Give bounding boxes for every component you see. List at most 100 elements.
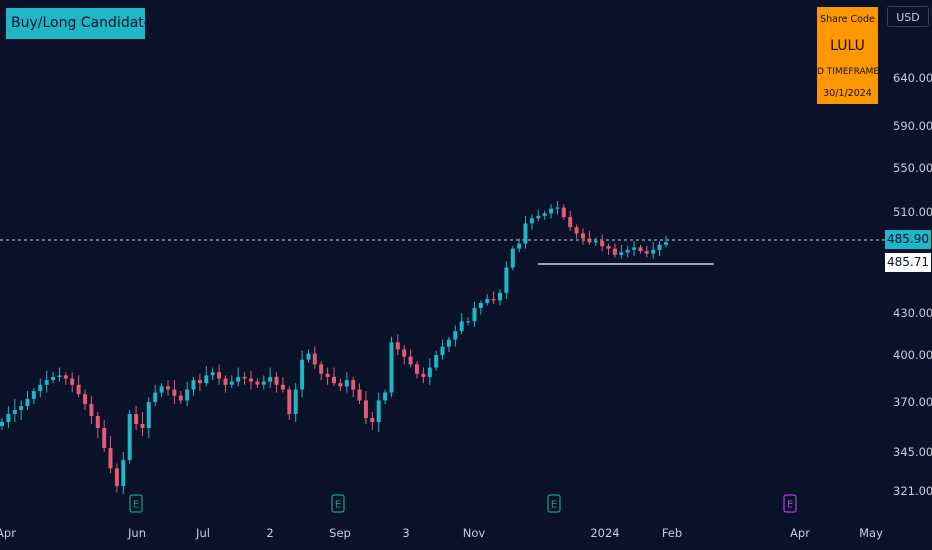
candle — [255, 378, 260, 388]
candle — [651, 242, 656, 259]
price-tick-label: 430.00 — [893, 306, 932, 320]
candle — [172, 380, 177, 404]
candle — [293, 383, 298, 422]
candle — [95, 412, 100, 438]
candle — [31, 387, 36, 404]
candle — [83, 389, 87, 410]
candle — [0, 418, 4, 430]
candle — [561, 204, 566, 220]
candle — [395, 334, 400, 355]
candle — [523, 215, 528, 249]
candle — [459, 313, 464, 334]
candle — [638, 244, 643, 254]
price-tick-label: 590.00 — [893, 119, 932, 133]
candle — [204, 366, 209, 387]
share-info-box: Share Code LULU D TIMEFRAME 30/1/2024 — [817, 7, 879, 104]
candle — [300, 350, 305, 398]
candle — [510, 246, 515, 271]
candle — [6, 406, 11, 428]
candle — [376, 392, 381, 432]
time-tick-label: Feb — [662, 526, 682, 540]
candle — [446, 336, 451, 353]
candle — [453, 325, 458, 347]
candle — [12, 398, 17, 422]
candle — [434, 350, 439, 371]
candle — [89, 395, 94, 424]
candle — [421, 367, 426, 384]
candle — [114, 463, 119, 493]
candle — [351, 376, 356, 398]
candle — [178, 391, 183, 404]
signal-label[interactable]: Buy/Long Candidate ↗ — [6, 8, 145, 39]
share-code-title: Share Code — [820, 14, 875, 25]
candle — [332, 367, 336, 387]
candle — [140, 412, 145, 436]
candle — [529, 214, 534, 230]
time-tick-label: 3 — [402, 526, 409, 540]
level-price-tag: 485.71 — [885, 253, 931, 272]
date-label: 30/1/2024 — [823, 88, 872, 99]
candle — [325, 367, 330, 385]
price-tick-label: 370.00 — [893, 395, 932, 409]
candle — [593, 237, 598, 247]
candle — [210, 367, 215, 381]
candle — [657, 241, 662, 257]
price-tick-label: 510.00 — [893, 205, 932, 219]
price-tick-label: 345.00 — [893, 445, 932, 459]
candle — [51, 372, 56, 384]
candlestick-series — [0, 201, 668, 495]
candle — [229, 375, 234, 388]
candle — [38, 378, 43, 398]
candle — [70, 372, 75, 393]
candle — [408, 349, 413, 368]
candle — [287, 386, 292, 420]
svg-text:E: E — [551, 500, 557, 511]
time-axis: Apr Jun Jul 2 Sep 3 Nov 2024 Feb Apr May — [0, 526, 883, 540]
candle — [536, 209, 541, 221]
candle — [568, 210, 573, 231]
candle — [415, 361, 419, 379]
candle — [223, 375, 228, 393]
candle — [274, 372, 279, 393]
svg-text:E: E — [133, 500, 139, 511]
earnings-badge[interactable]: E — [783, 494, 797, 513]
candle — [440, 339, 445, 360]
candle — [383, 389, 388, 404]
candle — [146, 397, 151, 438]
candle — [632, 241, 637, 257]
candle — [185, 381, 190, 406]
candle — [504, 261, 509, 300]
candle — [249, 370, 253, 390]
earnings-badge[interactable]: E — [129, 494, 143, 513]
candle — [644, 246, 649, 258]
time-tick-label: 2 — [266, 526, 273, 540]
candle — [478, 300, 483, 315]
candle — [517, 238, 522, 253]
candle — [498, 289, 502, 306]
candle — [491, 291, 496, 305]
candle — [44, 370, 49, 393]
time-tick-label: Apr — [790, 526, 810, 540]
candle — [402, 345, 407, 365]
candle — [581, 228, 585, 245]
candle — [344, 372, 349, 393]
candle — [542, 210, 547, 220]
time-tick-label: May — [859, 526, 883, 540]
currency-button[interactable]: USD — [887, 6, 929, 27]
candle — [102, 420, 107, 452]
candle — [600, 234, 605, 252]
candle — [587, 230, 592, 245]
candle — [19, 400, 24, 420]
candle — [306, 349, 311, 363]
earnings-badge[interactable]: E — [331, 494, 345, 513]
earnings-badge[interactable]: E — [547, 494, 561, 513]
candle — [153, 384, 158, 406]
candle — [121, 452, 126, 495]
price-axis: 640.00 590.00 550.00 510.00 430.00 400.00 370.… — [893, 71, 932, 498]
candle — [619, 244, 624, 259]
candle — [427, 358, 432, 385]
